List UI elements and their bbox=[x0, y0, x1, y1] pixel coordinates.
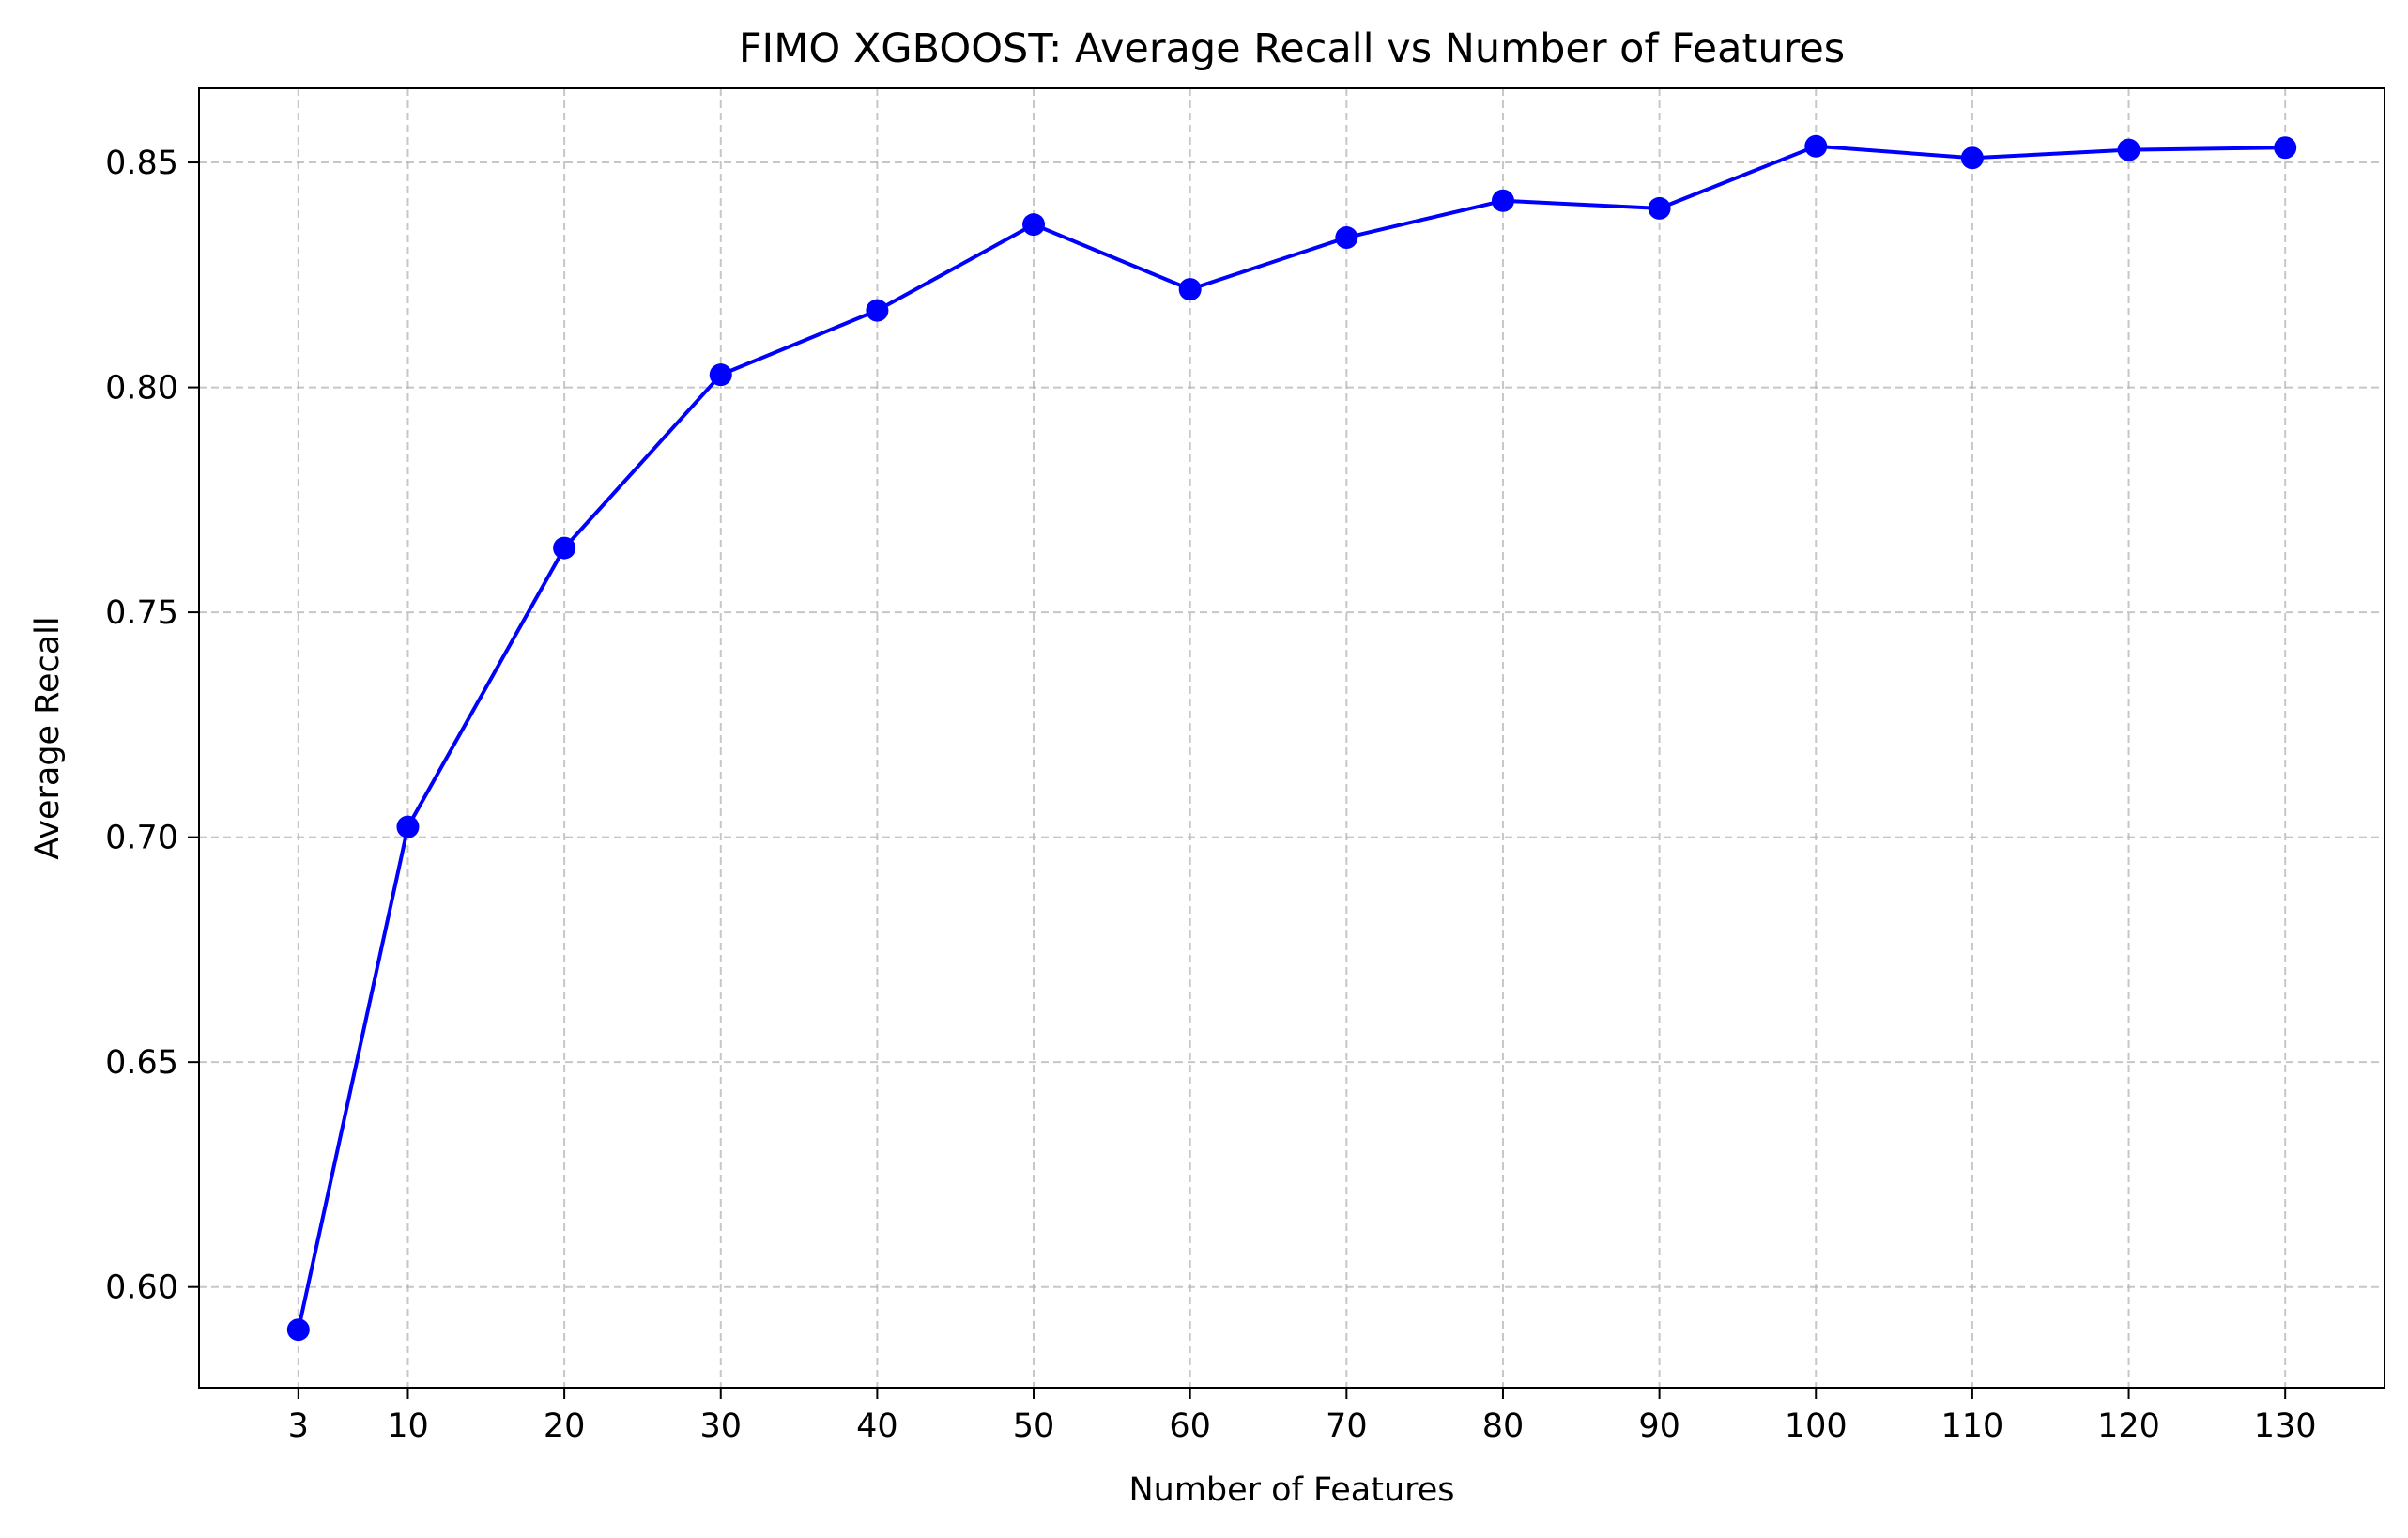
data-point bbox=[2274, 136, 2297, 160]
data-point bbox=[866, 299, 889, 322]
data-point bbox=[709, 363, 732, 387]
x-tick-label: 3 bbox=[288, 1407, 309, 1445]
x-tick-label: 110 bbox=[1940, 1407, 2003, 1445]
x-tick-label: 10 bbox=[387, 1407, 429, 1445]
x-tick-label: 100 bbox=[1785, 1407, 1848, 1445]
data-point bbox=[1178, 278, 1202, 301]
x-tick-label: 60 bbox=[1169, 1407, 1211, 1445]
data-point bbox=[1335, 226, 1358, 250]
data-point bbox=[286, 1318, 310, 1342]
x-tick-label: 70 bbox=[1326, 1407, 1368, 1445]
y-tick-label: 0.80 bbox=[105, 370, 178, 408]
series-line bbox=[296, 144, 2286, 1330]
x-axis-label: Number of Features bbox=[1128, 1471, 1454, 1509]
x-tick-label: 30 bbox=[699, 1407, 742, 1445]
y-tick-label: 0.70 bbox=[105, 820, 178, 857]
data-point bbox=[553, 536, 576, 560]
y-tick-label: 0.75 bbox=[105, 594, 178, 632]
x-tick-label: 80 bbox=[1482, 1407, 1525, 1445]
data-point bbox=[2117, 138, 2140, 161]
data-point bbox=[1022, 213, 1046, 237]
grid-lines bbox=[199, 88, 2385, 1388]
x-tick-label: 20 bbox=[544, 1407, 586, 1445]
y-axis: 0.60 0.65 0.70 0.75 0.80 0.85 bbox=[105, 145, 199, 1307]
data-point bbox=[1491, 189, 1514, 212]
chart-title: FIMO XGBOOST: Average Recall vs Number o… bbox=[739, 25, 1845, 72]
x-tick-label: 90 bbox=[1638, 1407, 1680, 1445]
x-tick-label: 120 bbox=[2097, 1407, 2160, 1445]
y-axis-label: Average Recall bbox=[29, 616, 67, 859]
y-tick-label: 0.65 bbox=[105, 1044, 178, 1082]
x-tick-label: 50 bbox=[1013, 1407, 1055, 1445]
x-tick-label: 40 bbox=[856, 1407, 898, 1445]
y-tick-label: 0.60 bbox=[105, 1269, 178, 1307]
data-point bbox=[1648, 196, 1671, 220]
data-point bbox=[1804, 134, 1828, 158]
y-tick-label: 0.85 bbox=[105, 145, 178, 182]
plot-area-frame bbox=[198, 87, 2385, 1389]
x-axis: 3 10 20 30 40 50 60 70 80 90 100 110 120 130 bbox=[288, 1388, 2317, 1445]
data-series bbox=[286, 134, 2297, 1342]
x-tick-label: 130 bbox=[2254, 1407, 2317, 1445]
data-point bbox=[1960, 146, 1984, 170]
data-point bbox=[396, 815, 420, 838]
